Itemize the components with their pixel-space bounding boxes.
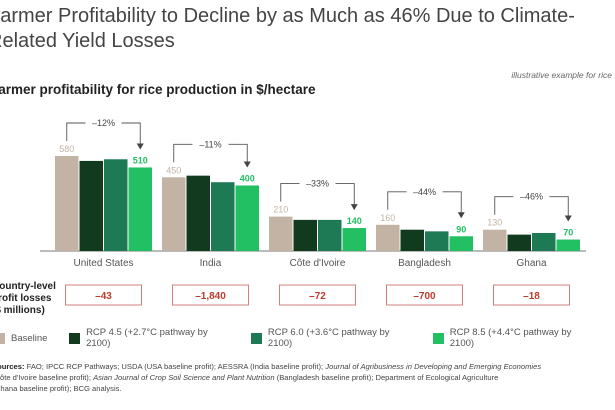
bar-baseline (269, 216, 293, 251)
bar-rcp45 (79, 160, 103, 251)
loss-value: –1,840 (195, 291, 226, 302)
loss-box (172, 284, 249, 306)
bar-rcp85 (342, 228, 366, 251)
loss-box (65, 284, 142, 306)
bar-baseline (376, 224, 400, 251)
data-label-baseline: 130 (487, 218, 502, 228)
bar-rcp85 (235, 185, 259, 251)
sources-text: (Ghana baseline profit); BCG analysis. (0, 384, 122, 393)
data-label-baseline: 210 (273, 205, 288, 215)
sources-text: (Côte d'Ivoire baseline profit); (0, 373, 94, 382)
change-label: –11% (199, 139, 221, 149)
data-label-rcp85: 90 (456, 224, 466, 234)
category-label: Bangladesh (398, 258, 451, 269)
bar-rcp45 (507, 234, 531, 251)
arrow-down-icon (350, 204, 358, 211)
arrow-down-icon (564, 215, 572, 222)
loss-box (386, 284, 463, 306)
bar-rcp45 (293, 219, 317, 251)
data-label-baseline: 580 (59, 144, 74, 154)
legend-label: Baseline (11, 332, 48, 344)
change-bracket (494, 196, 569, 217)
loss-value: –18 (523, 291, 540, 302)
category-label: Ghana (516, 258, 546, 269)
sources-journal: Asian Journal of Crop Soil Science and P… (93, 373, 275, 382)
arrow-down-icon (457, 212, 465, 219)
losses-label-line: Country-level (0, 281, 56, 292)
data-label-rcp85: 510 (133, 155, 148, 165)
sources-text: FAO; IPCC RCP Pathways; USDA (USA baseli… (24, 362, 326, 371)
data-label-baseline: 160 (380, 213, 395, 223)
loss-box (493, 284, 570, 306)
category-label: United States (73, 258, 133, 269)
loss-box (279, 284, 356, 306)
category-label: Côte d'Ivoire (290, 258, 346, 269)
legend-swatch (251, 332, 262, 344)
legend-label: RCP 8.5 (+4.4°C pathway by 2100) (449, 327, 572, 349)
legend-swatch (0, 332, 5, 344)
bar-rcp85 (556, 239, 580, 251)
bar-rcp85 (449, 236, 473, 251)
change-label: –12% (92, 118, 115, 128)
data-label-rcp85: 400 (240, 173, 255, 183)
loss-value: –700 (413, 291, 436, 302)
bar-rcp60 (532, 232, 556, 251)
sources-journal: Journal of Agribusiness in Developing an… (325, 362, 542, 371)
loss-value: –43 (95, 291, 112, 302)
change-label: –33% (306, 179, 329, 189)
bar-rcp60 (425, 231, 449, 251)
bar-baseline (483, 229, 507, 251)
legend-item-rcp60: RCP 6.0 (+3.6°C pathway by 2100) (251, 327, 411, 349)
legend: Baseline RCP 4.5 (+2.7°C pathway by 2100… (0, 327, 615, 349)
sources-note: Sources: FAO; IPCC RCP Pathways; USDA (U… (0, 361, 615, 394)
change-bracket (66, 122, 141, 145)
sources-text: (Bangladesh baseline profit); Department… (274, 373, 499, 382)
change-bracket (173, 143, 248, 163)
sources-label: Sources: (0, 362, 25, 371)
page-title: Farmer Profitability to Decline by as Mu… (0, 5, 575, 52)
bar-rcp85 (128, 167, 152, 251)
legend-swatch (69, 332, 81, 344)
change-bracket (280, 183, 355, 206)
bar-rcp45 (186, 175, 210, 251)
bar-baseline (55, 156, 79, 251)
change-bracket (387, 191, 462, 214)
bar-rcp45 (400, 229, 424, 251)
legend-label: RCP 4.5 (+2.7°C pathway by 2100) (86, 327, 208, 349)
legend-item-baseline: Baseline (0, 327, 47, 349)
legend-item-rcp85: RCP 8.5 (+4.4°C pathway by 2100) (433, 327, 593, 349)
category-label: India (200, 258, 222, 269)
legend-label: RCP 6.0 (+3.6°C pathway by 2100) (267, 327, 390, 349)
change-label: –46% (520, 192, 543, 202)
bar-rcp60 (211, 182, 235, 251)
legend-swatch (433, 332, 444, 344)
chart-note: illustrative example for rice (511, 70, 612, 80)
data-label-rcp85: 140 (347, 216, 362, 226)
arrow-down-icon (243, 161, 251, 168)
bar-rcp60 (104, 159, 128, 251)
losses-label-line: ($ millions) (0, 305, 45, 316)
losses-label-line: profit losses (0, 293, 52, 304)
loss-value: –72 (309, 291, 326, 302)
bar-baseline (162, 177, 186, 251)
chart-title: Farmer profitability for rice production… (0, 82, 316, 97)
data-label-baseline: 450 (166, 165, 181, 175)
bar-rcp60 (318, 219, 342, 251)
arrow-down-icon (136, 143, 144, 150)
data-label-rcp85: 70 (563, 228, 573, 238)
change-label: –44% (413, 187, 436, 197)
legend-item-rcp45: RCP 4.5 (+2.7°C pathway by 2100) (69, 327, 229, 349)
losses-label: Country-level profit losses ($ millions) (0, 281, 56, 317)
